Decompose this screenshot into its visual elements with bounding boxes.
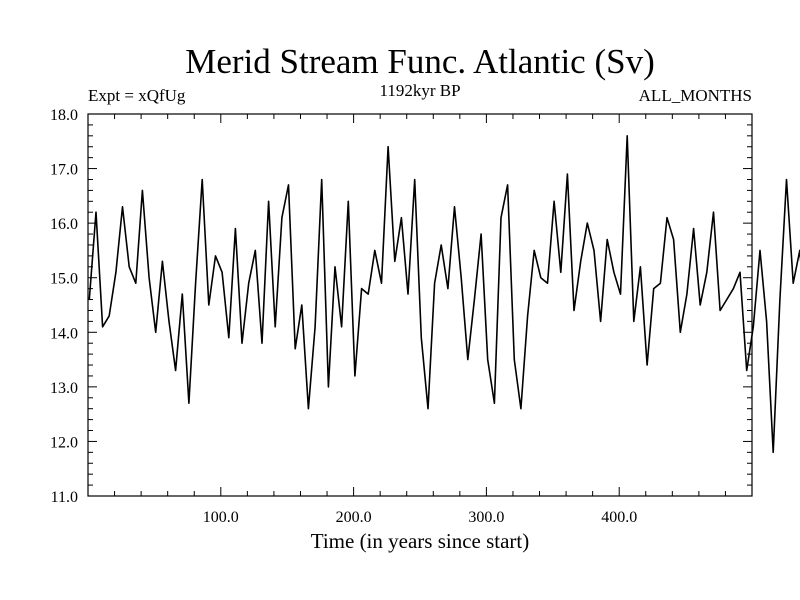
series-line-0 <box>88 135 800 454</box>
age-label: 1192kyr BP <box>379 81 460 100</box>
y-tick-label: 17.0 <box>50 162 78 179</box>
y-tick-label: 18.0 <box>50 107 78 124</box>
y-tick-label: 15.0 <box>50 271 78 288</box>
y-tick-label: 14.0 <box>50 325 78 342</box>
y-tick-label: 12.0 <box>50 434 78 451</box>
chart-title: Merid Stream Func. Atlantic (Sv) <box>185 42 655 81</box>
experiment-label: Expt = xQfUg <box>88 86 186 105</box>
y-axis: 11.0 12.0 13.0 14.0 15.0 16.0 17.0 18.0 <box>50 107 752 506</box>
x-tick-label: 200.0 <box>336 509 372 526</box>
x-tick-label: 400.0 <box>601 509 637 526</box>
y-tick-label: 11.0 <box>51 489 78 506</box>
x-tick-label: 100.0 <box>203 509 239 526</box>
x-tick-label: 300.0 <box>468 509 504 526</box>
months-label: ALL_MONTHS <box>639 86 752 105</box>
plot-area <box>87 113 800 497</box>
x-axis-label: Time (in years since start) <box>311 529 530 553</box>
plot-frame <box>87 113 753 497</box>
y-tick-label: 16.0 <box>50 216 78 233</box>
x-axis: 100.0 200.0 300.0 400.0 <box>87 114 753 526</box>
y-tick-label: 13.0 <box>50 380 78 397</box>
